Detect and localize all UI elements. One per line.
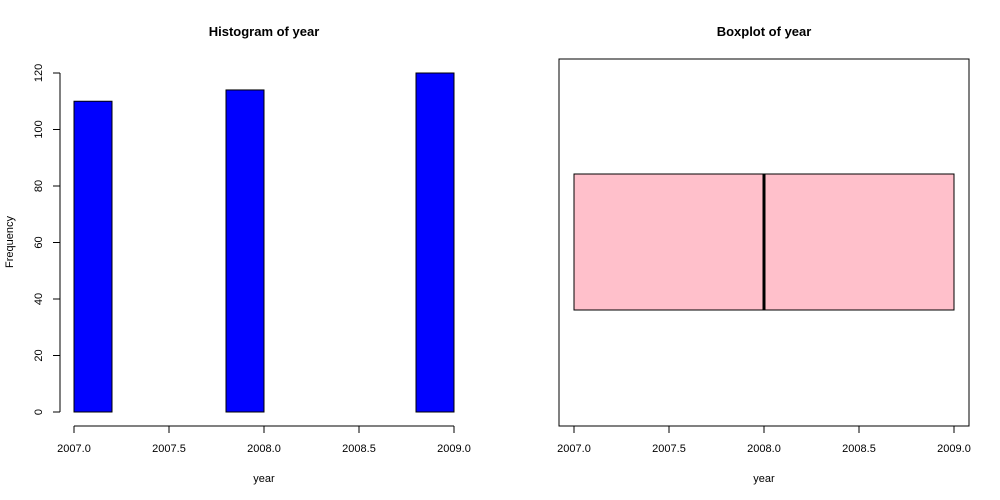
x-tick-label: 2007.0	[557, 443, 591, 455]
histogram-title: Histogram of year	[209, 24, 320, 39]
histogram-x-axis: 2007.0 2007.5 2008.0 2008.5 2009.0	[57, 425, 471, 455]
histogram-y-label: Frequency	[4, 216, 16, 268]
boxplot-body	[573, 173, 955, 311]
histogram-bar	[225, 89, 265, 413]
x-tick-label: 2008.5	[842, 443, 876, 455]
x-tick-label: 2008.0	[747, 443, 781, 455]
boxplot-x-axis: 2007.0 2007.5 2008.0 2008.5 2009.0	[557, 425, 971, 455]
x-tick-label: 2007.5	[152, 443, 186, 455]
y-tick-label: 60	[33, 236, 45, 248]
x-tick-label: 2008.5	[342, 443, 376, 455]
x-tick-label: 2009.0	[937, 443, 971, 455]
y-tick-label: 120	[33, 64, 45, 82]
histogram-bar	[415, 72, 455, 413]
histogram-panel: Histogram of year 2007.0 2007.5 2008.0 2008…	[4, 24, 471, 485]
y-tick-label: 100	[33, 120, 45, 138]
histogram-bars	[73, 72, 455, 413]
boxplot-x-label: year	[753, 473, 775, 485]
x-tick-label: 2008.0	[247, 443, 281, 455]
x-tick-label: 2007.5	[652, 443, 686, 455]
x-tick-label: 2007.0	[57, 443, 91, 455]
y-tick-label: 0	[33, 409, 45, 415]
histogram-x-label: year	[253, 473, 275, 485]
y-tick-label: 20	[33, 349, 45, 361]
histogram-bar	[73, 100, 113, 413]
y-tick-label: 80	[33, 180, 45, 192]
x-tick-label: 2009.0	[437, 443, 471, 455]
histogram-y-axis: 0 20 40 60 80 100 120	[33, 64, 61, 415]
y-tick-label: 40	[33, 293, 45, 305]
boxplot-panel: Boxplot of year 2007.0 2007.5 2008.0 2008.5…	[557, 24, 971, 485]
boxplot-title: Boxplot of year	[717, 24, 812, 39]
